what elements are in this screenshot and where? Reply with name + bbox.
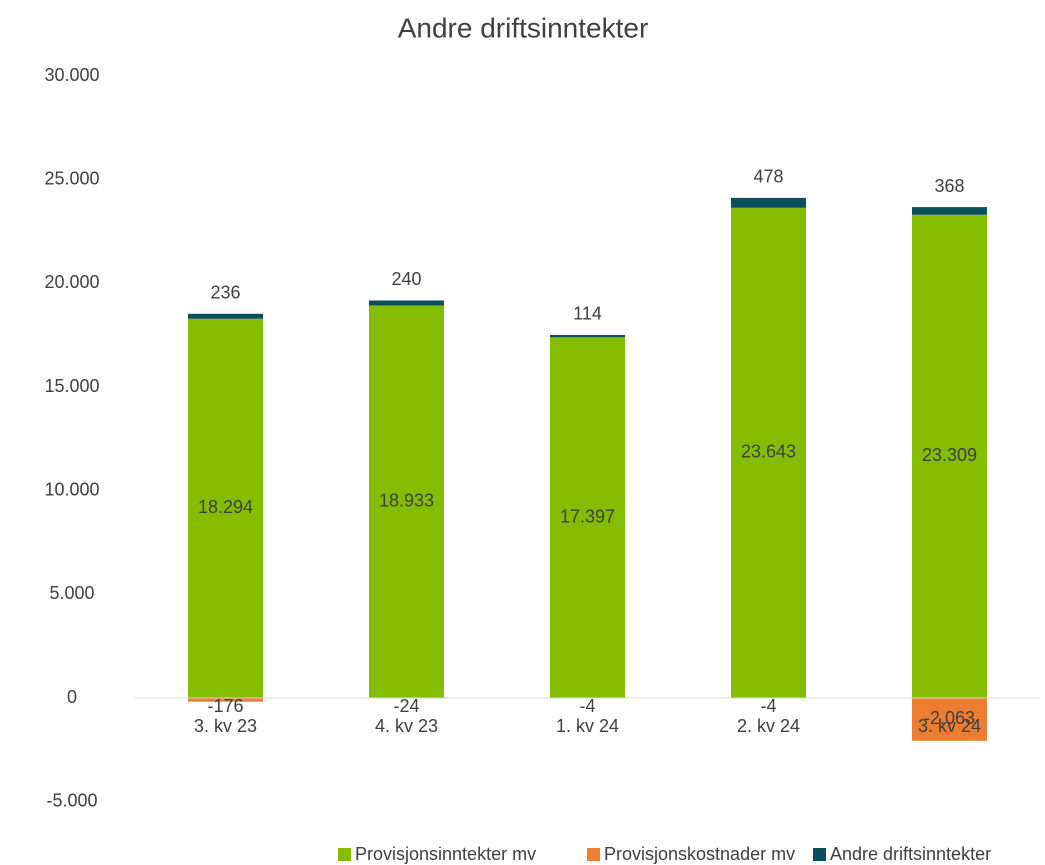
data-label: 18.294 — [198, 497, 253, 517]
data-label: -2.063 — [924, 708, 975, 728]
x-tick-label: 3. kv 23 — [194, 716, 257, 736]
data-label: 478 — [753, 167, 783, 187]
bar-segment — [188, 698, 263, 702]
y-tick-label: 30.000 — [44, 65, 99, 85]
legend-label: Andre driftsinntekter — [830, 844, 991, 864]
data-label: -176 — [207, 696, 243, 716]
y-tick-label: 15.000 — [44, 376, 99, 396]
legend-swatch — [338, 848, 351, 861]
data-label: 236 — [210, 283, 240, 303]
data-label: -4 — [760, 696, 776, 716]
bar-segment — [550, 334, 625, 338]
y-tick-label: 5.000 — [49, 583, 94, 603]
y-tick-label: 10.000 — [44, 479, 99, 499]
bar-segment — [369, 300, 444, 306]
y-tick-label: 0 — [67, 687, 77, 707]
data-label: -4 — [579, 696, 595, 716]
bar-segment — [188, 318, 263, 699]
x-tick-label: 4. kv 23 — [375, 716, 438, 736]
data-label: 240 — [391, 269, 421, 289]
x-tick-label: 3. kv 24 — [918, 716, 981, 736]
bar-segment — [912, 698, 987, 741]
legend-swatch — [587, 848, 600, 861]
data-label: -24 — [393, 696, 419, 716]
bar-segment — [731, 197, 806, 208]
bar-segment — [369, 305, 444, 699]
bar-segment — [731, 207, 806, 699]
x-tick-label: 1. kv 24 — [556, 716, 619, 736]
legend-label: Provisjonskostnader mv — [604, 844, 795, 864]
data-label: 17.397 — [560, 506, 615, 526]
y-tick-label: 20.000 — [44, 272, 99, 292]
bar-segment — [550, 337, 625, 699]
data-label: 18.933 — [379, 490, 434, 510]
data-label: 368 — [934, 176, 964, 196]
bar-segment — [912, 207, 987, 215]
chart-title: Andre driftsinntekter — [398, 12, 649, 43]
legend-swatch — [813, 848, 826, 861]
data-label: 23.309 — [922, 445, 977, 465]
y-tick-label: -5.000 — [46, 790, 97, 810]
x-tick-label: 2. kv 24 — [737, 716, 800, 736]
bar-segment — [188, 313, 263, 319]
data-label: 114 — [573, 304, 602, 324]
y-tick-label: 25.000 — [44, 168, 99, 188]
data-label: 23.643 — [741, 442, 796, 462]
legend-label: Provisjonsinntekter mv — [355, 844, 536, 864]
bar-segment — [912, 214, 987, 699]
